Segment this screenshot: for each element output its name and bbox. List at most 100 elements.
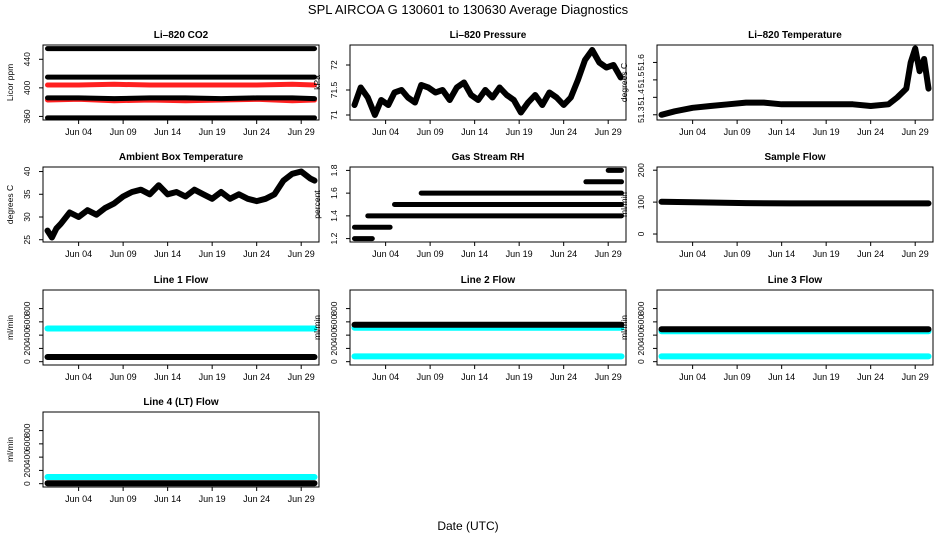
- y-tick-label: 200: [22, 463, 32, 477]
- x-tick-label: Jun 04: [372, 372, 399, 382]
- x-tick-label: Jun 24: [243, 249, 270, 259]
- x-tick-label: Jun 14: [768, 127, 795, 137]
- x-tick-label: Jun 09: [110, 249, 137, 259]
- x-tick-label: Jun 14: [154, 127, 181, 137]
- figure-title: SPL AIRCOA G 130601 to 130630 Average Di…: [308, 2, 629, 17]
- series-line: [658, 198, 932, 207]
- x-tick-label: Jun 29: [595, 127, 622, 137]
- x-tick-label: Jun 04: [679, 372, 706, 382]
- y-tick-label: 25: [22, 235, 32, 245]
- y-tick-label: 600: [636, 314, 646, 328]
- x-tick-label: Jun 19: [506, 372, 533, 382]
- x-tick-label: Jun 29: [595, 372, 622, 382]
- y-axis-label: ml/min: [619, 315, 629, 340]
- x-tick-label: Jun 19: [199, 494, 226, 504]
- panel-title: Li–820 Pressure: [450, 30, 527, 41]
- x-tick-label: Jun 19: [506, 127, 533, 137]
- y-tick-label: 200: [329, 341, 339, 355]
- chart-panel: Gas Stream RH percent 1.2 1.4 1.6 1.8 Jun 04 Ju…: [312, 152, 627, 259]
- plot-frame: [656, 166, 934, 243]
- y-axis-label: ml/min: [5, 315, 15, 340]
- y-tick-label: 400: [22, 450, 32, 464]
- x-tick-label: Jun 24: [243, 372, 270, 382]
- x-tick-label: Jun 09: [724, 249, 751, 259]
- x-tick-label: Jun 04: [679, 127, 706, 137]
- x-tick-label: Jun 14: [154, 494, 181, 504]
- series-group: [351, 321, 625, 360]
- y-tick-label: 800: [22, 301, 32, 315]
- y-axis-label: degrees C: [619, 63, 629, 102]
- x-tick-label: Jun 29: [288, 127, 315, 137]
- series-group: [44, 325, 318, 360]
- x-tick-label: Jun 09: [417, 372, 444, 382]
- y-tick-label: 400: [22, 328, 32, 342]
- y-tick-label: 100: [636, 195, 646, 209]
- x-tick-label: Jun 29: [288, 372, 315, 382]
- x-tick-label: Jun 14: [461, 249, 488, 259]
- y-axis-label: ml/min: [5, 437, 15, 462]
- y-tick-label: 800: [636, 301, 646, 315]
- series-group: [658, 326, 932, 360]
- x-tick-label: Jun 29: [595, 249, 622, 259]
- series-group: [44, 168, 318, 241]
- x-tick-label: Jun 19: [199, 127, 226, 137]
- y-tick-label: 30: [22, 212, 32, 222]
- x-tick-label: Jun 19: [813, 249, 840, 259]
- x-tick-label: Jun 04: [679, 249, 706, 259]
- y-tick-label: 360: [22, 109, 32, 123]
- y-axis-label: degrees C: [5, 185, 15, 224]
- y-tick-label: 72: [329, 60, 339, 70]
- x-tick-label: Jun 24: [550, 127, 577, 137]
- series-group: [658, 198, 932, 207]
- series-group: [658, 45, 932, 118]
- x-tick-label: Jun 29: [288, 249, 315, 259]
- y-tick-label: 400: [636, 328, 646, 342]
- y-tick-label: 200: [636, 163, 646, 177]
- panel-title: Line 3 Flow: [768, 275, 823, 286]
- series-line: [45, 95, 317, 102]
- plot-frame: [349, 166, 627, 243]
- figure-x-label: Date (UTC): [437, 519, 498, 533]
- y-tick-label: 0: [636, 231, 646, 236]
- x-tick-label: Jun 14: [154, 249, 181, 259]
- y-tick-label: 51.4: [636, 89, 646, 106]
- series-group: [44, 474, 318, 487]
- chart-panel: Li–820 CO2 Licor ppm 360 400 440 Jun 04 Jun 09…: [5, 30, 320, 137]
- x-tick-label: Jun 19: [506, 249, 533, 259]
- x-tick-label: Jun 14: [154, 372, 181, 382]
- x-tick-label: Jun 19: [813, 127, 840, 137]
- panel-title: Li–820 Temperature: [748, 30, 842, 41]
- x-tick-label: Jun 29: [288, 494, 315, 504]
- panel-title: Sample Flow: [764, 152, 825, 163]
- x-tick-label: Jun 09: [417, 127, 444, 137]
- x-tick-label: Jun 29: [902, 372, 929, 382]
- panel-title: Gas Stream RH: [452, 152, 525, 163]
- x-tick-label: Jun 24: [857, 372, 884, 382]
- plot-frame: [349, 44, 627, 121]
- y-tick-label: 800: [329, 301, 339, 315]
- y-axis-label: kPa: [312, 75, 322, 90]
- x-tick-label: Jun 14: [461, 127, 488, 137]
- y-tick-label: 600: [22, 314, 32, 328]
- y-tick-label: 35: [22, 189, 32, 199]
- plot-frame: [42, 289, 320, 366]
- y-axis-label: percent: [312, 190, 322, 219]
- y-tick-label: 40: [22, 167, 32, 177]
- plot-frame: [42, 44, 320, 121]
- x-tick-label: Jun 09: [724, 372, 751, 382]
- panel-title: Line 1 Flow: [154, 275, 209, 286]
- panel-title: Line 4 (LT) Flow: [143, 397, 219, 408]
- x-tick-label: Jun 29: [902, 127, 929, 137]
- y-tick-label: 200: [636, 341, 646, 355]
- y-tick-label: 71: [329, 110, 339, 120]
- y-tick-label: 1.6: [329, 187, 339, 199]
- panel-title: Li–820 CO2: [154, 30, 209, 41]
- x-tick-label: Jun 04: [65, 494, 92, 504]
- plot-frame: [656, 289, 934, 366]
- x-tick-label: Jun 09: [110, 127, 137, 137]
- y-tick-label: 71.5: [329, 81, 339, 98]
- series-group: [352, 167, 624, 242]
- x-tick-label: Jun 04: [65, 249, 92, 259]
- y-tick-label: 200: [22, 341, 32, 355]
